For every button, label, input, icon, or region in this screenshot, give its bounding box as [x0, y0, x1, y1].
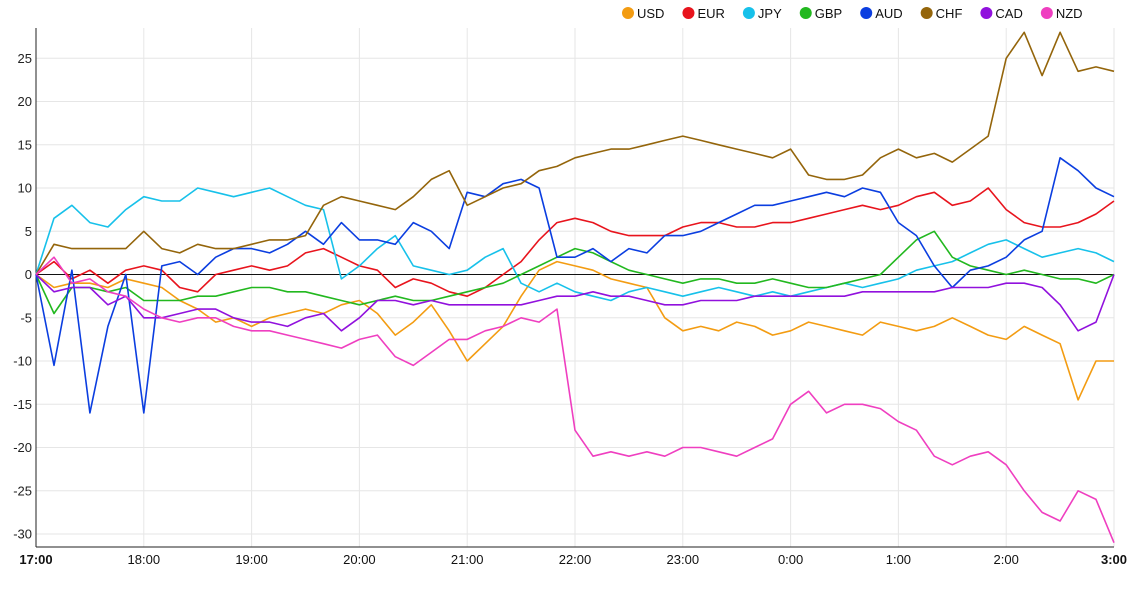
y-tick-label: 25 [18, 51, 32, 66]
y-tick-label: -5 [20, 310, 32, 325]
y-tick-label: 20 [18, 94, 32, 109]
x-tick-label: 19:00 [235, 552, 268, 567]
legend-swatch-jpy [742, 7, 755, 19]
x-tick-label: 1:00 [886, 552, 911, 567]
chart-axes: -30 -25 -20 -15 -10 -5 0 5 10 15 20 25 17:00 18:00 19:… [13, 28, 1127, 567]
y-tick-label: -15 [13, 397, 32, 412]
y-tick-label: -10 [13, 354, 32, 369]
legend-item-aud: AUD [860, 6, 903, 21]
legend-item-jpy: JPY [742, 6, 782, 21]
legend-item-cad: CAD [980, 6, 1023, 21]
legend-item-usd: USD [622, 6, 664, 21]
y-tick-label: 15 [18, 137, 32, 152]
x-tick-label: 3:00 [1101, 552, 1127, 567]
x-tick-label: 22:00 [559, 552, 592, 567]
legend-label-gbp: GBP [815, 6, 842, 21]
series-line-gbp [35, 230, 1115, 315]
series-line-eur [35, 187, 1115, 298]
legend-swatch-usd [622, 7, 634, 19]
series-line-cad [35, 273, 1115, 332]
x-tick-label: 20:00 [343, 552, 376, 567]
legend-swatch-nzd [1040, 7, 1053, 19]
legend-item-gbp: GBP [799, 6, 842, 21]
legend-label-aud: AUD [875, 6, 902, 21]
legend-swatch-cad [980, 7, 993, 19]
series-line-aud [35, 157, 1115, 414]
series-line-chf [35, 31, 1115, 275]
legend-item-chf: CHF [920, 6, 963, 21]
y-tick-label: 0 [25, 267, 32, 282]
x-tick-label: 18:00 [128, 552, 161, 567]
legend-label-nzd: NZD [1056, 6, 1083, 21]
legend-swatch-eur [682, 7, 695, 19]
legend-item-eur: EUR [682, 6, 725, 21]
legend-label-eur: EUR [697, 6, 724, 21]
x-tick-label: 21:00 [451, 552, 484, 567]
chart-legend: USD EUR JPY GBP AUD CHF CAD NZD [622, 6, 1083, 21]
legend-label-jpy: JPY [758, 6, 782, 21]
legend-swatch-gbp [799, 7, 812, 19]
x-tick-label: 17:00 [19, 552, 52, 567]
y-tick-label: 5 [25, 224, 32, 239]
legend-swatch-chf [920, 7, 933, 19]
y-tick-label: -20 [13, 440, 32, 455]
y-tick-label: -30 [13, 527, 32, 542]
legend-label-chf: CHF [936, 6, 963, 21]
chart-series [35, 31, 1115, 544]
legend-item-nzd: NZD [1040, 6, 1083, 21]
series-line-nzd [35, 256, 1115, 544]
x-tick-label: 23:00 [667, 552, 700, 567]
legend-label-cad: CAD [995, 6, 1022, 21]
x-tick-label: 2:00 [994, 552, 1019, 567]
y-tick-label: 10 [18, 181, 32, 196]
y-tick-label: -25 [13, 483, 32, 498]
series-line-usd [35, 260, 1114, 401]
legend-label-usd: USD [637, 6, 664, 21]
x-tick-label: 0:00 [778, 552, 803, 567]
legend-swatch-aud [860, 7, 873, 19]
